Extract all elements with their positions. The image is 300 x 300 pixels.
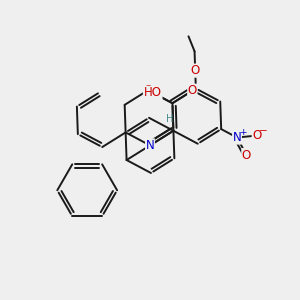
Text: HO: HO bbox=[144, 86, 162, 99]
Text: N: N bbox=[146, 139, 154, 152]
Text: +: + bbox=[239, 128, 246, 137]
Text: −: − bbox=[259, 126, 268, 136]
Text: O: O bbox=[252, 129, 262, 142]
Text: O: O bbox=[143, 84, 153, 97]
Text: N: N bbox=[233, 131, 242, 144]
Text: O: O bbox=[190, 64, 200, 77]
Text: O: O bbox=[188, 84, 197, 97]
Text: H: H bbox=[166, 114, 173, 124]
Text: O: O bbox=[242, 148, 251, 162]
